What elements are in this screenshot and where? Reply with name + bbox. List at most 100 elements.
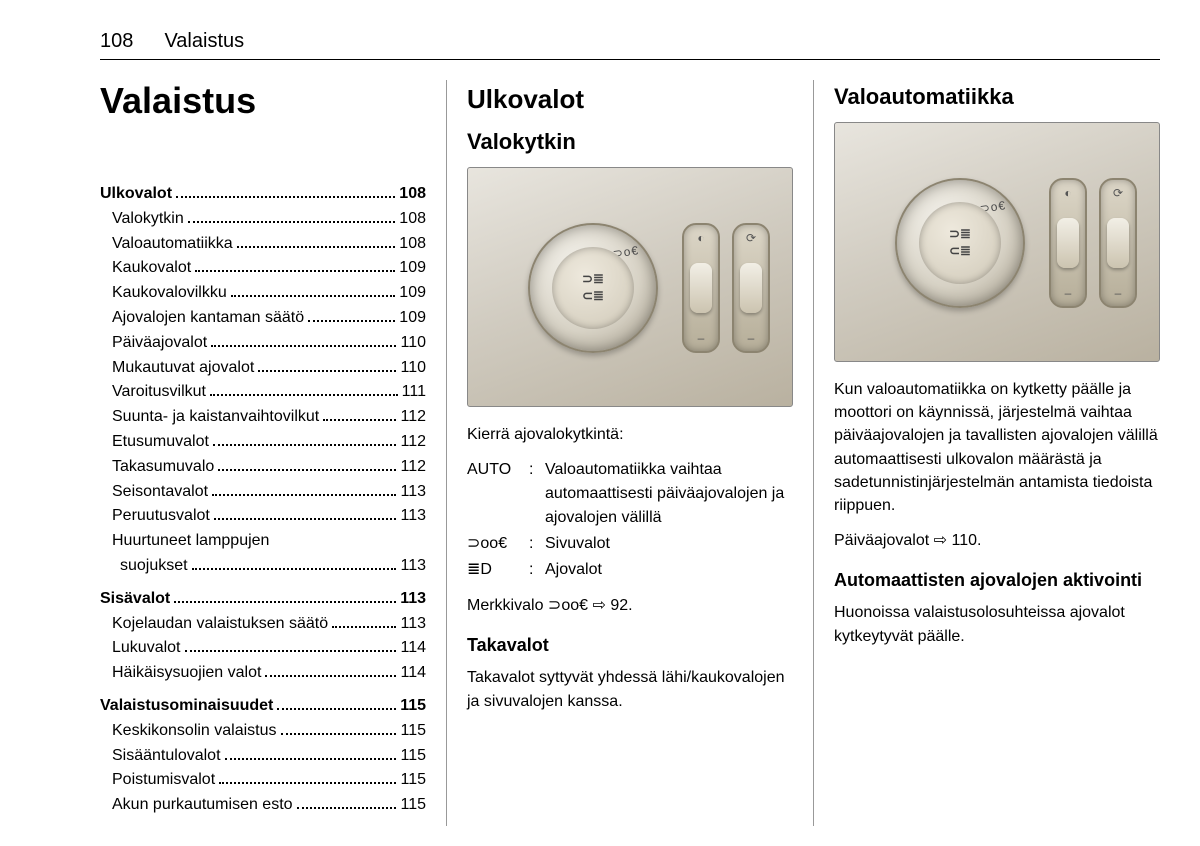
toc-label: Lukuvalot (100, 636, 181, 661)
definition-colon: : (529, 458, 539, 530)
toc-dots (237, 246, 396, 248)
toc-label: Valokytkin (100, 207, 184, 232)
toc-page: 113 (400, 587, 426, 612)
toc-label: Seisontavalot (100, 480, 208, 505)
toc-line: Takasumuvalo 112 (100, 455, 426, 480)
toc-label: Keskikonsolin valaistus (100, 719, 277, 744)
toc-line: Sisävalot 113 (100, 587, 426, 612)
toc-label: Sisävalot (100, 587, 170, 612)
definition-colon: : (529, 532, 539, 556)
toc-dots (332, 626, 396, 628)
toc-line: Varoitusvilkut111 (100, 380, 426, 405)
toc-dots (218, 469, 396, 471)
toc-dots (195, 270, 395, 272)
definition-term: AUTO (467, 458, 523, 530)
toc-dots (192, 568, 397, 570)
toc-label: Kaukovalovilkku (100, 281, 227, 306)
toc-label: Takasumuvalo (100, 455, 214, 480)
toc-label: Kojelaudan valaistuksen säätö (100, 612, 328, 637)
toc-dots (210, 394, 398, 396)
toc-line: Ulkovalot108 (100, 182, 426, 207)
toc-line: Keskikonsolin valaistus 115 (100, 719, 426, 744)
toc-dots (185, 650, 397, 652)
thumbwheel-right: ⟳– (1099, 178, 1137, 308)
heading-takavalot: Takavalot (467, 635, 793, 656)
toc-line: Sisääntulovalot115 (100, 744, 426, 769)
heading-auto-activation: Automaattisten ajovalojen aktivointi (834, 570, 1160, 591)
toc-line: Suunta- ja kaistanvaihtovilkut112 (100, 405, 426, 430)
toc-page: 108 (399, 207, 426, 232)
auto-light-illustration: AUTO ⊃o€ ≣D ⊃≣⊂≣ ☼ ◐– ⟳– (834, 122, 1160, 362)
toc-label: Sisääntulovalot (100, 744, 221, 769)
definition-term: ⊃oo€ (467, 532, 523, 556)
toc-dots (219, 782, 396, 784)
toc-group: Ulkovalot108Valokytkin108Valoautomatiikk… (100, 182, 426, 579)
toc-dots (174, 601, 396, 603)
toc-label: Ulkovalot (100, 182, 172, 207)
auto-light-description: Kun valoautomatiikka on kytketty päälle … (834, 378, 1160, 517)
toc-dots (308, 320, 395, 322)
toc-dots (231, 295, 396, 297)
toc-page: 110 (400, 331, 426, 356)
column-auto-lights: Valoautomatiikka AUTO ⊃o€ ≣D ⊃≣⊂≣ ☼ ◐– ⟳… (813, 80, 1160, 826)
toc-line: Huurtuneet lamppujen (100, 529, 426, 554)
definition-row: AUTO:Valoautomatiikka vaihtaa automaatti… (467, 458, 793, 530)
rotary-dial: AUTO ⊃o€ ≣D ⊃≣⊂≣ (895, 178, 1025, 308)
toc-group: Sisävalot113Kojelaudan valaistuksen säät… (100, 587, 426, 686)
toc-label: Kaukovalot (100, 256, 191, 281)
toc-label: Etusumuvalot (100, 430, 209, 455)
table-of-contents: Ulkovalot108Valokytkin108Valoautomatiikk… (100, 182, 426, 818)
rear-lights-text: Takavalot syttyvät yhdessä lähi/kaukoval… (467, 666, 793, 712)
toc-dots (213, 444, 397, 446)
toc-label: suojukset (100, 554, 188, 579)
toc-group: Valaistusominaisuudet115Keskikonsolin va… (100, 694, 426, 818)
heading-valokytkin: Valokytkin (467, 129, 793, 155)
toc-label: Suunta- ja kaistanvaihtovilkut (100, 405, 319, 430)
toc-page: 113 (400, 554, 426, 579)
toc-page: 109 (399, 256, 426, 281)
toc-page: 114 (400, 661, 426, 686)
heading-ulkovalot: Ulkovalot (467, 84, 793, 115)
toc-line: Päiväajovalot 110 (100, 331, 426, 356)
switch-positions-list: AUTO:Valoautomatiikka vaihtaa automaatti… (467, 458, 793, 582)
toc-dots (212, 494, 396, 496)
toc-label: Akun purkautumisen esto (100, 793, 293, 818)
toc-page: 115 (400, 793, 426, 818)
toc-dots (281, 733, 397, 735)
indicator-reference: Merkkivalo ⊃oo€ ⇨ 92. (467, 594, 793, 617)
toc-page: 115 (400, 719, 426, 744)
toc-line: Seisontavalot113 (100, 480, 426, 505)
definition-row: ⊃oo€:Sivuvalot (467, 532, 793, 556)
toc-label: Mukautuvat ajovalot (100, 356, 254, 381)
toc-line: Kaukovalovilkku109 (100, 281, 426, 306)
column-toc: Valaistus Ulkovalot108Valokytkin108Valoa… (100, 80, 446, 826)
toc-dots (277, 708, 396, 710)
page-number: 108 (100, 30, 160, 53)
toc-page: 115 (400, 694, 426, 719)
auto-activation-text: Huonoissa valaistusolosuhteissa ajovalot… (834, 601, 1160, 647)
toc-line: Lukuvalot 114 (100, 636, 426, 661)
toc-page: 114 (400, 636, 426, 661)
toc-line: Akun purkautumisen esto 115 (100, 793, 426, 818)
section-title: Valaistus (164, 30, 244, 52)
toc-label: Päiväajovalot (100, 331, 207, 356)
toc-page: 110 (400, 356, 426, 381)
thumbwheel-left: ◐– (682, 223, 720, 353)
toc-line: Peruutusvalot113 (100, 504, 426, 529)
toc-dots (323, 419, 396, 421)
toc-page: 109 (399, 306, 426, 331)
toc-label: Poistumisvalot (100, 768, 215, 793)
toc-dots (265, 675, 396, 677)
toc-page: 108 (399, 232, 426, 257)
thumbwheel-right: ⟳– (732, 223, 770, 353)
toc-line: suojukset 113 (100, 554, 426, 579)
toc-line: Mukautuvat ajovalot 110 (100, 356, 426, 381)
toc-dots (258, 370, 396, 372)
toc-line: Kojelaudan valaistuksen säätö113 (100, 612, 426, 637)
toc-dots (214, 518, 397, 520)
toc-label: Peruutusvalot (100, 504, 210, 529)
toc-page: 115 (400, 768, 426, 793)
toc-line: Valokytkin 108 (100, 207, 426, 232)
toc-page: 112 (400, 455, 426, 480)
rotate-instruction: Kierrä ajovalokytkintä: (467, 423, 793, 446)
